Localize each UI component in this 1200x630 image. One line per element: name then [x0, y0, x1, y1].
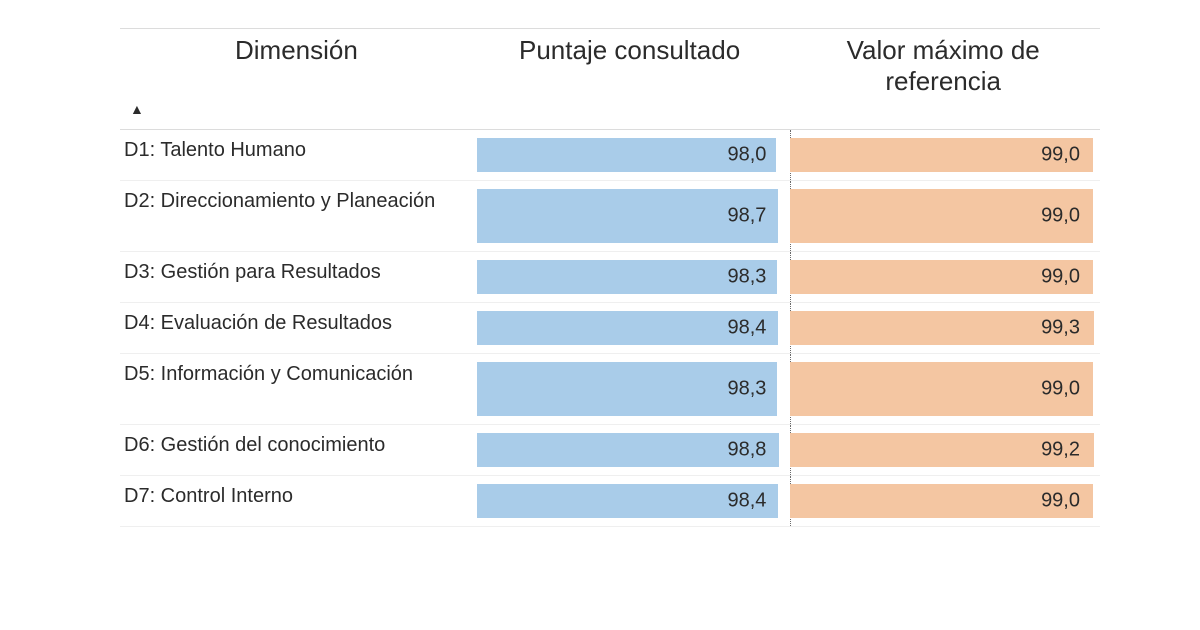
table-row: D6: Gestión del conocimiento 98,8 99,2 [120, 425, 1100, 476]
score-bar: 98,0 [477, 138, 783, 172]
reference-bar-cell: 99,0 [786, 354, 1100, 425]
score-bar-cell: 98,4 [473, 303, 787, 354]
score-bar-value: 98,0 [727, 143, 766, 168]
reference-bar-cell: 99,0 [786, 130, 1100, 181]
score-bar: 98,7 [477, 189, 783, 243]
score-bar: 98,4 [477, 311, 783, 345]
dimension-cell: D4: Evaluación de Resultados [120, 303, 473, 354]
reference-bar-cell: 99,0 [786, 252, 1100, 303]
score-bar-cell: 98,3 [473, 354, 787, 425]
reference-bar: 99,0 [790, 189, 1096, 243]
dimension-cell: D2: Direccionamiento y Planeación [120, 181, 473, 252]
reference-bar: 99,0 [790, 138, 1096, 172]
dimension-cell: D1: Talento Humano [120, 130, 473, 181]
score-bar: 98,3 [477, 362, 783, 416]
reference-bar-value: 99,0 [1041, 143, 1080, 168]
score-bar-value: 98,4 [727, 316, 766, 341]
score-bar-cell: 98,3 [473, 252, 787, 303]
reference-bar-value: 99,0 [1041, 204, 1080, 229]
table-row: D1: Talento Humano 98,0 99,0 [120, 130, 1100, 181]
reference-bar-cell: 99,2 [786, 425, 1100, 476]
reference-bar: 99,0 [790, 484, 1096, 518]
score-bar: 98,3 [477, 260, 783, 294]
col-header-reference[interactable]: Valor máximo de referencia [786, 29, 1100, 102]
score-bar-value: 98,3 [727, 377, 766, 402]
score-bar-cell: 98,7 [473, 181, 787, 252]
table-row: D2: Direccionamiento y Planeación 98,7 99,… [120, 181, 1100, 252]
table-row: D3: Gestión para Resultados 98,3 99,0 [120, 252, 1100, 303]
reference-bar-value: 99,3 [1041, 316, 1080, 341]
sort-indicator-row: ▲ [120, 101, 1100, 130]
reference-bar-value: 99,2 [1041, 438, 1080, 463]
score-bar-value: 98,7 [727, 204, 766, 229]
reference-bar-cell: 99,3 [786, 303, 1100, 354]
table-container: Dimensión Puntaje consultado Valor máxim… [0, 0, 1200, 555]
reference-bar-value: 99,0 [1041, 377, 1080, 402]
reference-bar-value: 99,0 [1041, 265, 1080, 290]
reference-bar-cell: 99,0 [786, 476, 1100, 527]
score-bar: 98,8 [477, 433, 783, 467]
col-header-dimension[interactable]: Dimensión [120, 29, 473, 102]
table-row: D7: Control Interno 98,4 99,0 [120, 476, 1100, 527]
reference-bar: 99,0 [790, 260, 1096, 294]
table-body: D1: Talento Humano98,099,0D2: Direcciona… [120, 130, 1100, 527]
col-header-score[interactable]: Puntaje consultado [473, 29, 787, 102]
sort-asc-icon[interactable]: ▲ [128, 101, 144, 117]
reference-bar-cell: 99,0 [786, 181, 1100, 252]
dimension-cell: D5: Información y Comunicación [120, 354, 473, 425]
score-bar-cell: 98,4 [473, 476, 787, 527]
table-row: D5: Información y Comunicación 98,3 99,0 [120, 354, 1100, 425]
reference-bar: 99,2 [790, 433, 1096, 467]
dimension-cell: D6: Gestión del conocimiento [120, 425, 473, 476]
table-header-row: Dimensión Puntaje consultado Valor máxim… [120, 29, 1100, 102]
score-bar-value: 98,4 [727, 489, 766, 514]
reference-bar: 99,3 [790, 311, 1096, 345]
table-row: D4: Evaluación de Resultados 98,4 99,3 [120, 303, 1100, 354]
score-bar: 98,4 [477, 484, 783, 518]
score-bar-cell: 98,0 [473, 130, 787, 181]
score-bar-value: 98,3 [727, 265, 766, 290]
reference-bar-value: 99,0 [1041, 489, 1080, 514]
dimensions-table: Dimensión Puntaje consultado Valor máxim… [120, 28, 1100, 527]
reference-bar: 99,0 [790, 362, 1096, 416]
dimension-cell: D7: Control Interno [120, 476, 473, 527]
score-bar-value: 98,8 [727, 438, 766, 463]
score-bar-cell: 98,8 [473, 425, 787, 476]
dimension-cell: D3: Gestión para Resultados [120, 252, 473, 303]
